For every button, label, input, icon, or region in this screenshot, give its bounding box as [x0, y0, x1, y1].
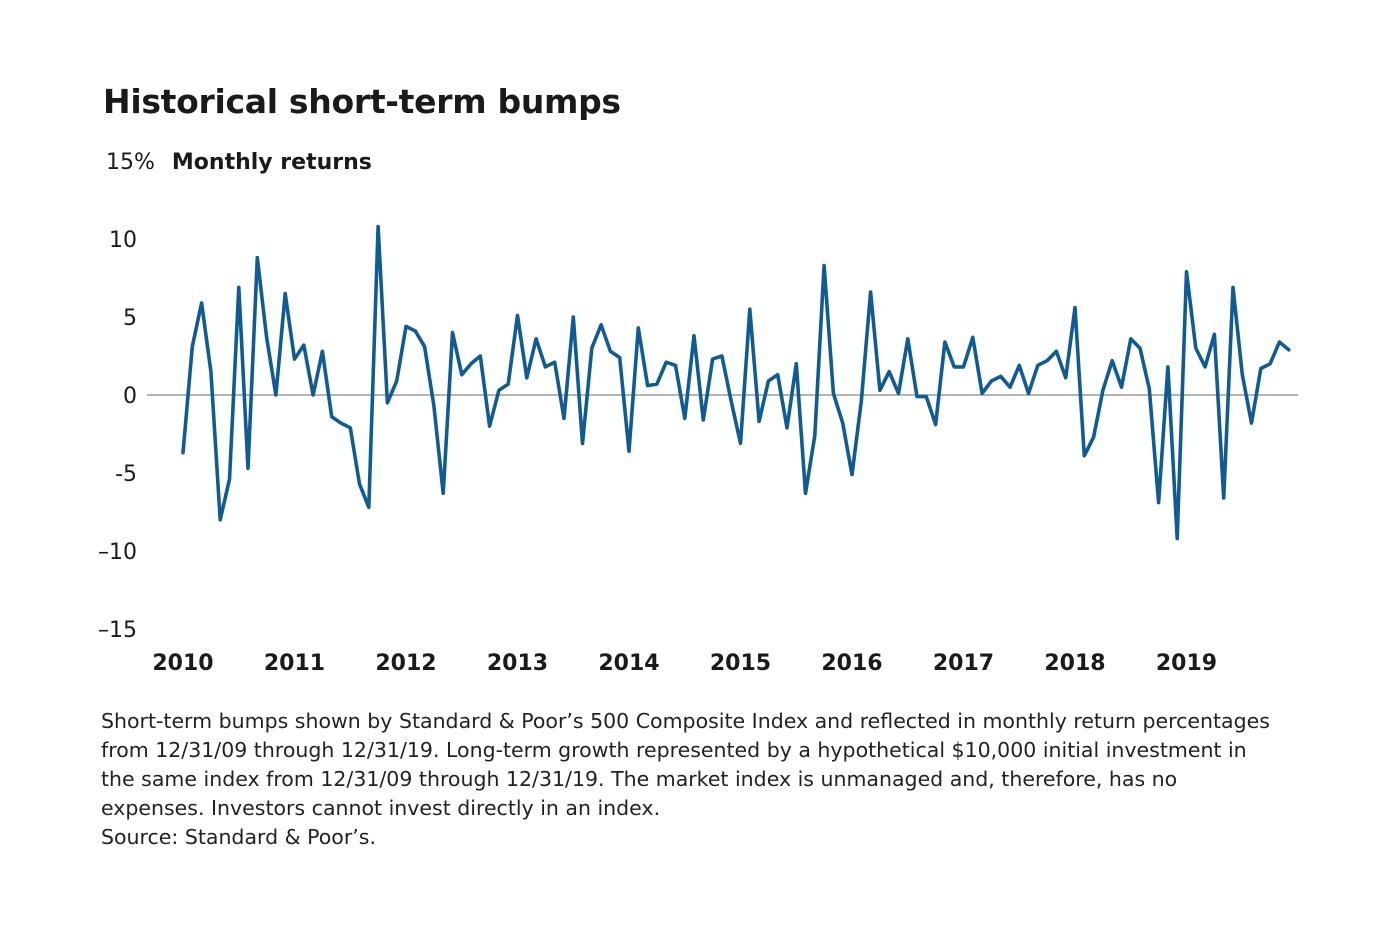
- footnote: Short-term bumps shown by Standard & Poo…: [101, 707, 1281, 852]
- x-tick-label: 2018: [1044, 651, 1105, 676]
- y-axis-header: 15% Monthly returns: [106, 150, 372, 175]
- x-tick-label: 2016: [821, 651, 882, 676]
- x-tick-label: 2013: [487, 651, 548, 676]
- y-tick-label: –15: [98, 618, 137, 643]
- y-axis-ticks: 10 5 0 -5 –10 –15: [98, 228, 137, 643]
- x-axis-ticks: 2010 2011 2012 2013 2014 2015 2016 2017 2018 2019: [152, 651, 1217, 676]
- footnote-text: Short-term bumps shown by Standard & Poo…: [101, 709, 1270, 820]
- y-axis-label: Monthly returns: [171, 150, 372, 175]
- chart-title: Historical short-term bumps: [103, 82, 621, 121]
- x-tick-label: 2011: [264, 651, 325, 676]
- y-tick-label: 0: [123, 384, 137, 409]
- x-tick-label: 2012: [375, 651, 436, 676]
- x-tick-label: 2019: [1156, 651, 1217, 676]
- y-tick-label: 10: [109, 228, 137, 253]
- y-tick-label: –10: [98, 540, 137, 565]
- x-tick-label: 2010: [152, 651, 213, 676]
- x-tick-label: 2014: [598, 651, 659, 676]
- y-tick-label: 5: [123, 306, 137, 331]
- x-tick-label: 2017: [933, 651, 994, 676]
- series-group: [181, 224, 1291, 541]
- footnote-source: Source: Standard & Poor’s.: [101, 825, 376, 849]
- y-axis-top-tick-label: 15%: [106, 150, 155, 175]
- x-tick-label: 2015: [710, 651, 771, 676]
- series-line-monthly-returns: [181, 224, 1291, 541]
- y-tick-label: -5: [115, 462, 137, 487]
